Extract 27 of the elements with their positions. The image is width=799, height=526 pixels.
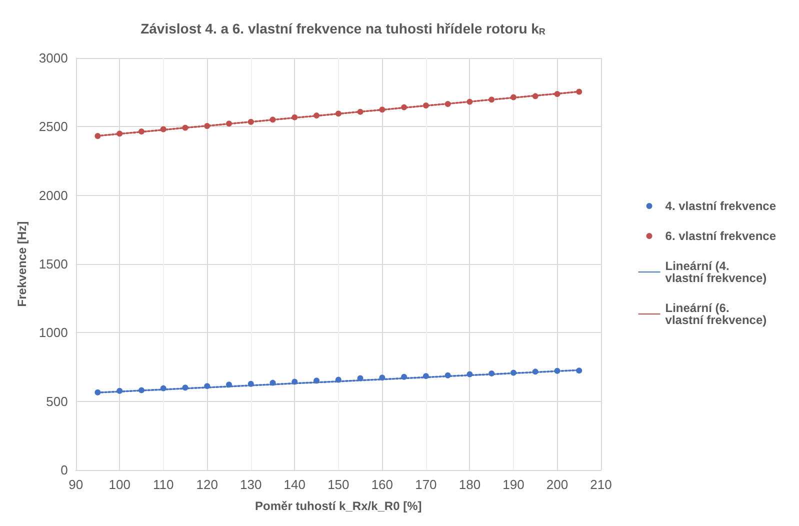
chart-title: Závislost 4. a 6. vlastní frekvence na tuhosti hřídele rotoru kR — [140, 20, 546, 36]
x-tick-label: 190 — [502, 477, 524, 492]
x-tick-label: 180 — [458, 477, 481, 492]
y-tick-label: 0 — [60, 462, 68, 478]
y-tick-label: 500 — [46, 394, 68, 409]
x-tick-label: 90 — [68, 477, 84, 492]
x-tick-label: 120 — [196, 477, 218, 492]
y-axis-title: Frekvence [Hz] — [15, 221, 29, 307]
legend-label: Lineární (4. vlastní frekvence) — [665, 259, 767, 285]
y-tick-label: 2000 — [38, 188, 68, 203]
y-tick-label: 3000 — [38, 50, 68, 66]
legend-label: Lineární (6. vlastní frekvence) — [665, 301, 767, 327]
y-tick-label: 2500 — [38, 119, 68, 134]
x-axis-title: Poměr tuhostí k_Rx/k_R0 [%] — [255, 499, 422, 513]
x-tick-label: 200 — [546, 477, 568, 492]
x-tick-label: 210 — [590, 477, 612, 492]
y-tick-label: 1500 — [38, 256, 68, 272]
x-tick-label: 110 — [152, 477, 174, 492]
x-tick-label: 170 — [415, 477, 437, 492]
y-tick-label: 1000 — [38, 325, 68, 340]
x-tick-label: 100 — [108, 477, 130, 492]
x-tick-label: 160 — [371, 477, 394, 492]
x-tick-label: 150 — [328, 477, 350, 492]
legend-label: 6. vlastní frekvence — [665, 229, 776, 243]
x-tick-label: 130 — [240, 477, 262, 492]
legend-label: 4. vlastní frekvence — [665, 199, 776, 213]
x-tick-label: 140 — [284, 477, 306, 492]
